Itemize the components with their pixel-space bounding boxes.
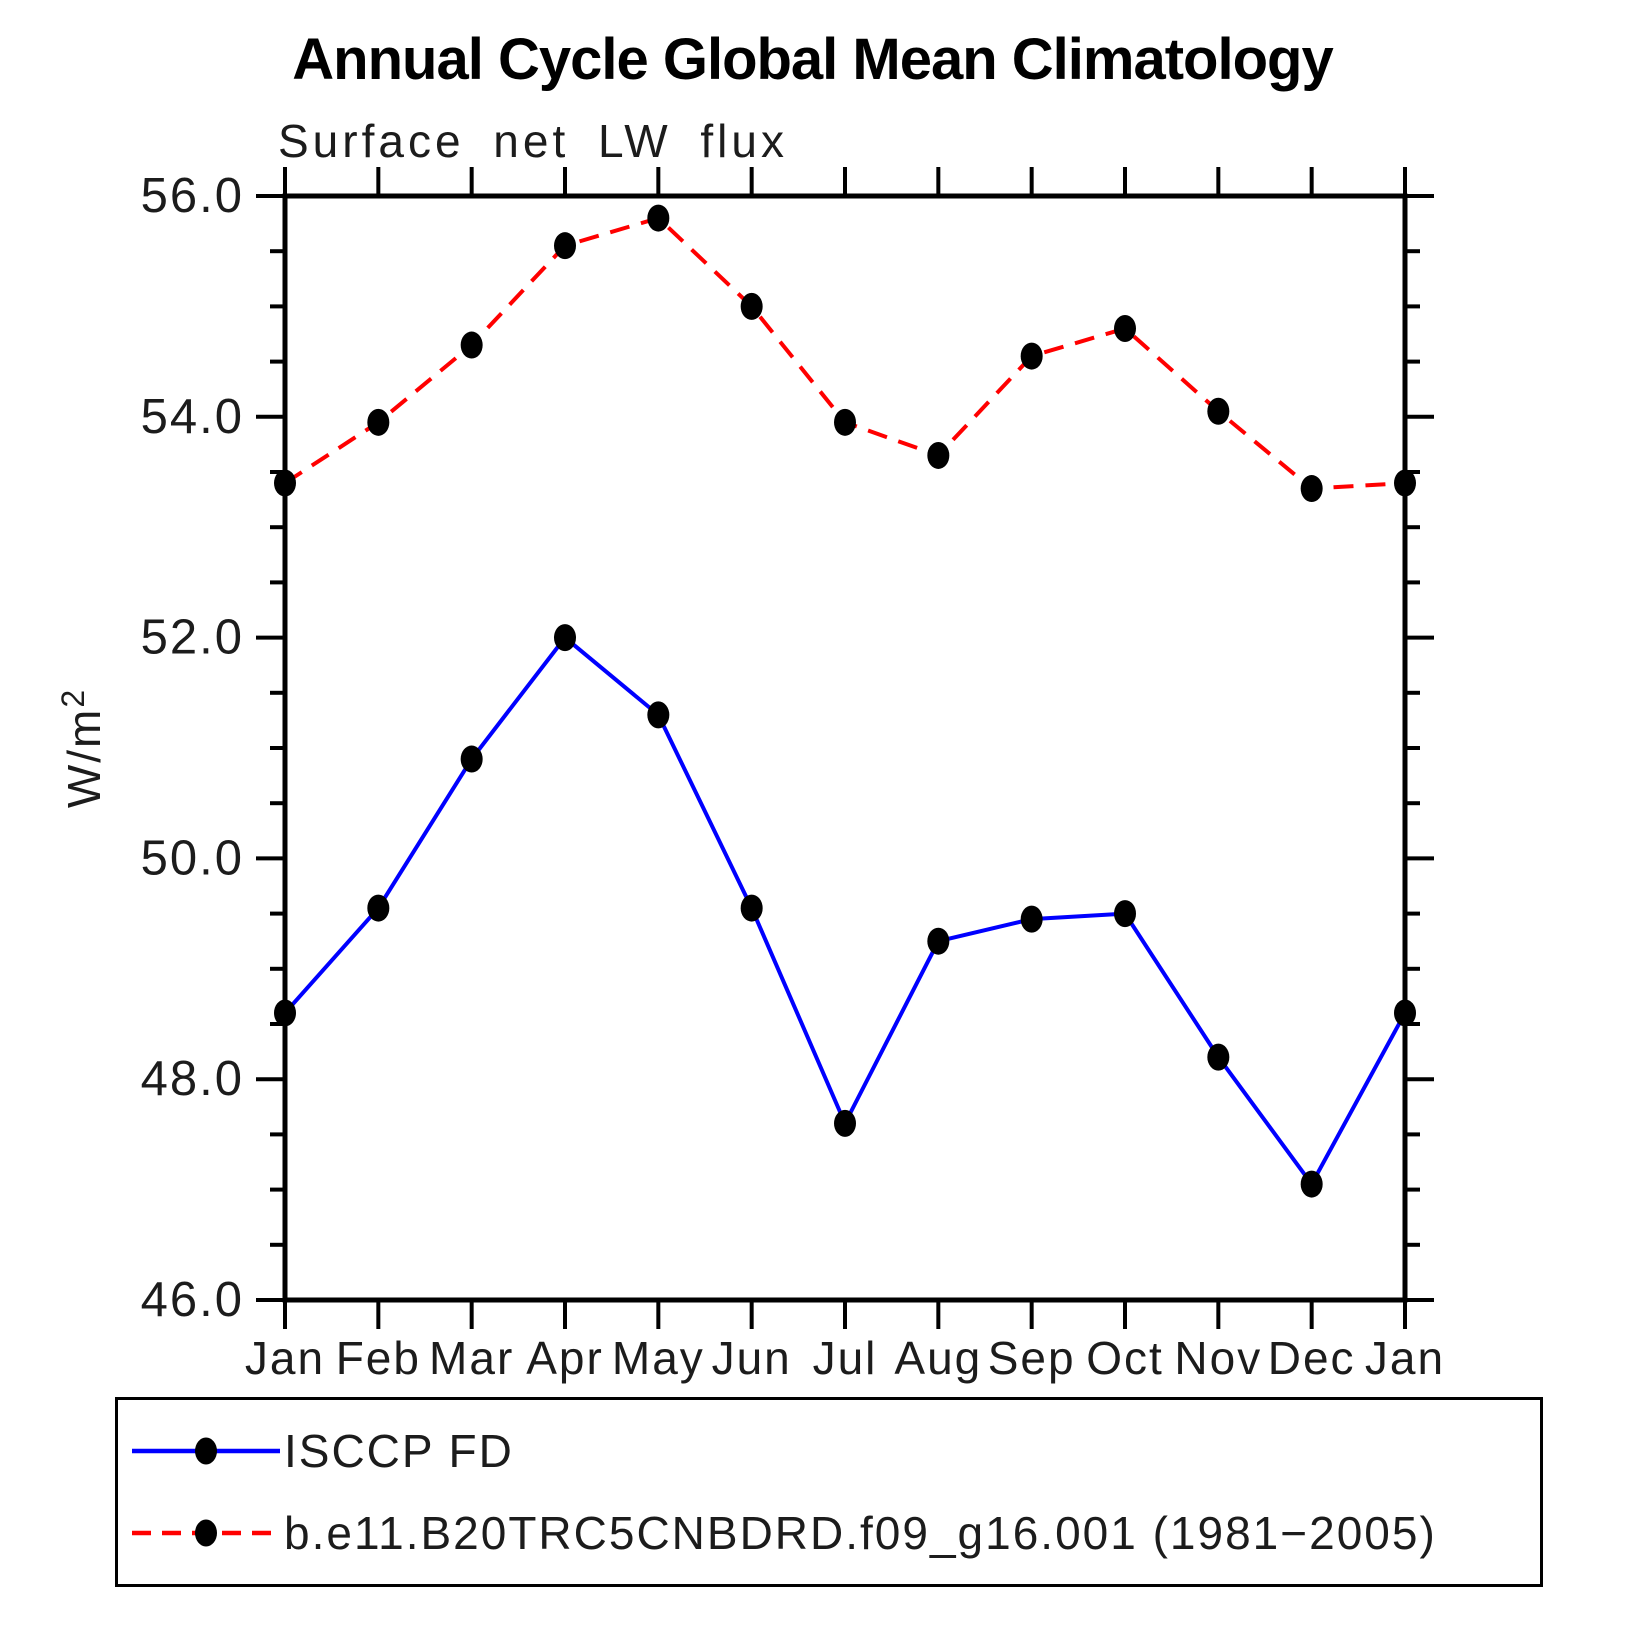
data-point-marker bbox=[1020, 342, 1043, 370]
data-point-marker bbox=[1394, 999, 1416, 1027]
data-point-marker bbox=[647, 701, 670, 729]
chart-title: Annual Cycle Global Mean Climatology bbox=[292, 27, 1333, 92]
x-tick-label: Jun bbox=[712, 1332, 792, 1384]
data-point-marker bbox=[740, 894, 763, 922]
series-1-line bbox=[283, 216, 1406, 491]
data-point-marker bbox=[1207, 1043, 1230, 1071]
data-point-marker bbox=[274, 469, 296, 497]
legend-marker-dot-icon bbox=[195, 1519, 217, 1547]
data-point-marker bbox=[554, 232, 576, 260]
x-tick-label: May bbox=[612, 1332, 705, 1384]
legend-marker-dot-icon bbox=[195, 1437, 217, 1465]
data-point-marker bbox=[1114, 900, 1136, 928]
x-tick-label: Sep bbox=[988, 1332, 1076, 1384]
data-point-marker bbox=[554, 624, 576, 652]
data-point-marker bbox=[367, 894, 390, 922]
data-point-marker bbox=[1207, 397, 1230, 425]
data-point-marker bbox=[834, 408, 856, 436]
data-point-marker bbox=[647, 204, 670, 232]
legend-item-model-run: b.e11.B20TRC5CNBDRD.f09_g16.001 (1981−20… bbox=[118, 1492, 1540, 1574]
y-axis-labels: 46.0 48.0 50.0 52.0 54.0 56.0 bbox=[141, 169, 244, 1327]
x-tick-label: Oct bbox=[1086, 1332, 1164, 1384]
series-1-markers bbox=[274, 204, 1416, 503]
x-tick-label: Jan bbox=[245, 1332, 325, 1384]
y-tick-label: 46.0 bbox=[141, 1273, 244, 1327]
x-tick-label: Apr bbox=[526, 1332, 604, 1384]
data-point-marker bbox=[927, 927, 950, 955]
y-tick-label: 50.0 bbox=[141, 831, 244, 885]
legend-box: ISCCP FD b.e11.B20TRC5CNBDRD.f09_g16.001… bbox=[115, 1397, 1543, 1587]
legend-line-sample-solid-icon bbox=[132, 1437, 280, 1465]
legend-label-model-run: b.e11.B20TRC5CNBDRD.f09_g16.001 (1981−20… bbox=[284, 1507, 1437, 1559]
y-axis-title-text: W/m2 bbox=[55, 688, 110, 808]
x-tick-label: Dec bbox=[1268, 1332, 1356, 1384]
y-tick-label: 56.0 bbox=[141, 169, 244, 223]
data-point-marker bbox=[834, 1109, 856, 1137]
y-axis-ticks-left bbox=[256, 194, 285, 1302]
x-axis-ticks-top bbox=[283, 167, 1407, 196]
data-point-marker bbox=[927, 441, 950, 469]
x-tick-label: Jul bbox=[813, 1332, 878, 1384]
series-0-line bbox=[283, 635, 1407, 1187]
series-0-markers bbox=[274, 624, 1416, 1198]
chart-subtitle: Surface net LW flux bbox=[278, 115, 788, 167]
y-tick-label: 48.0 bbox=[141, 1052, 244, 1106]
x-tick-label: Nov bbox=[1174, 1332, 1262, 1384]
data-point-marker bbox=[1394, 469, 1416, 497]
legend-line-sample-dashed-icon bbox=[132, 1519, 280, 1547]
y-axis-title: W/m2 bbox=[55, 688, 110, 808]
data-point-marker bbox=[1114, 314, 1136, 342]
x-tick-label: Feb bbox=[336, 1332, 421, 1384]
y-axis-ticks-right bbox=[1405, 194, 1434, 1302]
y-tick-label: 52.0 bbox=[141, 611, 244, 665]
y-tick-label: 54.0 bbox=[141, 390, 244, 444]
legend-label-isccp-fd: ISCCP FD bbox=[284, 1425, 514, 1477]
data-point-marker bbox=[1300, 1170, 1323, 1198]
data-point-marker bbox=[460, 745, 483, 773]
data-point-marker bbox=[740, 292, 763, 320]
data-point-marker bbox=[367, 408, 390, 436]
data-point-marker bbox=[1020, 905, 1043, 933]
x-axis-labels: Jan Feb Mar Apr May Jun Jul Aug Sep Oct Nov Dec Jan bbox=[245, 1332, 1445, 1384]
x-axis-ticks-bottom bbox=[283, 1300, 1407, 1329]
x-tick-label: Mar bbox=[429, 1332, 514, 1384]
data-point-marker bbox=[1300, 475, 1323, 503]
data-point-marker bbox=[274, 999, 296, 1027]
x-tick-label: Aug bbox=[894, 1332, 982, 1384]
x-tick-label: Jan bbox=[1365, 1332, 1445, 1384]
legend-item-isccp-fd: ISCCP FD bbox=[118, 1410, 1540, 1492]
data-point-marker bbox=[460, 331, 483, 359]
